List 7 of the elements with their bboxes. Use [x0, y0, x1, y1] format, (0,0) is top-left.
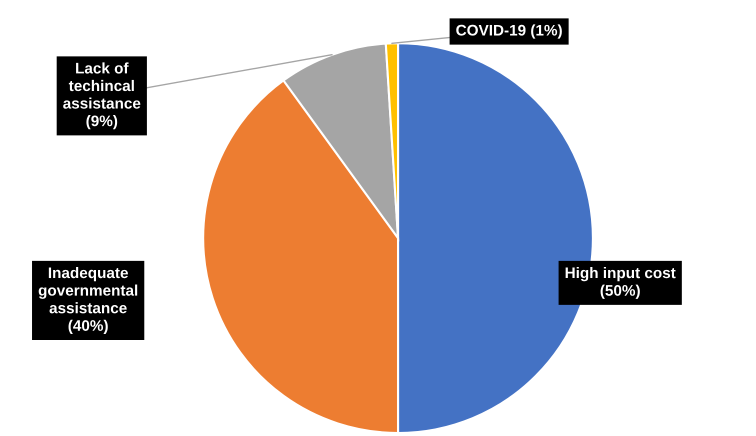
- slice-label: Inadequate governmental assistance: [38, 266, 138, 314]
- slice-label: COVID-19 (1%): [456, 24, 562, 39]
- data-label: (50%): [600, 284, 640, 299]
- slice-label: High input cost: [566, 266, 676, 282]
- slice-label: Lack of techincal assistance: [63, 62, 140, 109]
- data-label: (9%): [86, 115, 118, 130]
- data-label: (40%): [68, 320, 108, 334]
